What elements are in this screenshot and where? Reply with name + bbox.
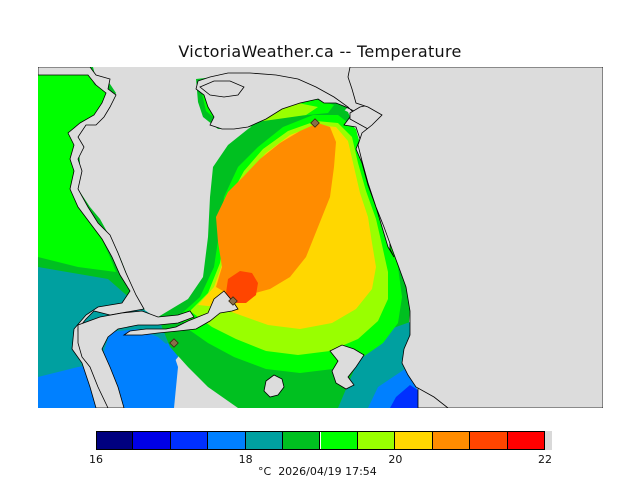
- legend-tick-label: 18: [238, 453, 253, 466]
- island-south: [263, 374, 285, 398]
- legend-swatch-8: [395, 431, 433, 450]
- land-masses: [38, 67, 603, 408]
- north-station-marker[interactable]: [310, 118, 320, 128]
- legend-swatch-4: [245, 431, 284, 450]
- legend-frame: [96, 431, 545, 450]
- island-east: [329, 344, 365, 390]
- band-21: [226, 271, 258, 303]
- west-land-strip: [77, 310, 195, 408]
- mainland-northeast: [347, 67, 603, 408]
- legend-swatch-7: [357, 431, 396, 450]
- map-title: VictoriaWeather.ca -- Temperature: [178, 42, 462, 61]
- legend-swatch-0: [96, 431, 134, 450]
- island-north: [199, 80, 245, 98]
- legend-swatch-10: [470, 431, 508, 450]
- legend-tail: [545, 431, 552, 450]
- legend-swatch-9: [432, 431, 471, 450]
- unit-label: °C: [258, 465, 272, 478]
- timestamp-label: 2026/04/19 17:54: [278, 465, 377, 478]
- legend-caption: °C 2026/04/19 17:54: [258, 465, 377, 478]
- legend-tick-label: 16: [89, 453, 103, 466]
- legend-swatch-2: [170, 431, 209, 450]
- temperature-map: [38, 67, 603, 408]
- legend-swatch-1: [133, 431, 171, 450]
- band-20-5: [216, 123, 336, 295]
- legend-swatch-3: [208, 431, 246, 450]
- color-legend: [96, 431, 552, 451]
- central-station-marker[interactable]: [228, 296, 238, 306]
- legend-tick-label: 20: [388, 453, 403, 466]
- legend-swatch-5: [283, 431, 321, 450]
- station-markers: [169, 118, 320, 348]
- legend-swatch-6: [320, 431, 358, 450]
- west-station-marker[interactable]: [169, 338, 179, 348]
- legend-tick-label: 22: [538, 453, 552, 466]
- peninsula-tip: [122, 290, 239, 336]
